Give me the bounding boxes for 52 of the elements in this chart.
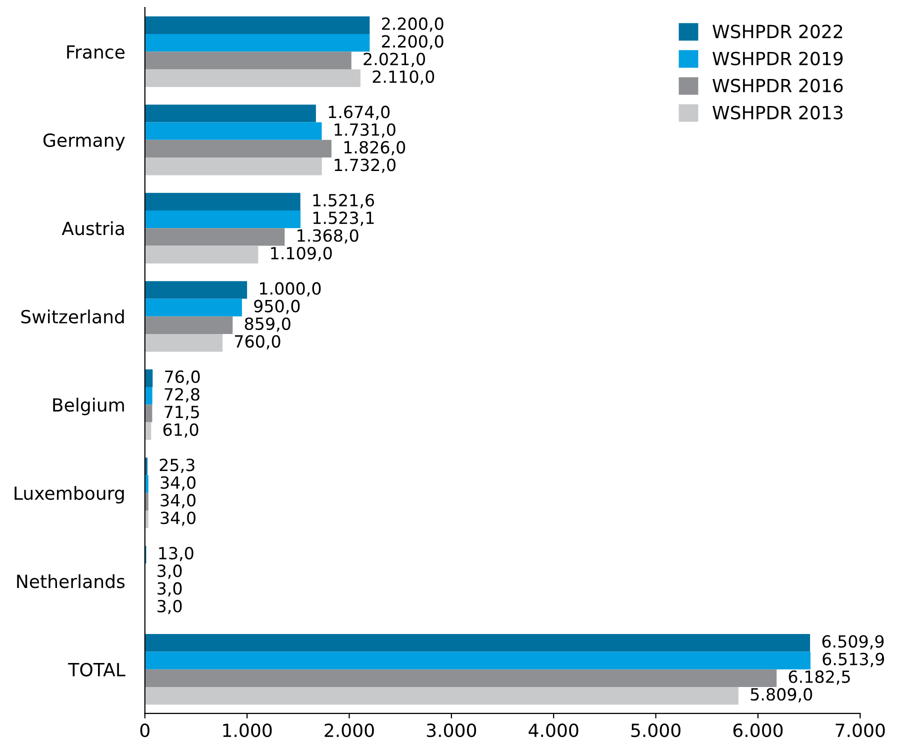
x-tick-label: 0 [140, 724, 150, 738]
data-label: 72,8 [164, 388, 200, 402]
y-tick-label: TOTAL [68, 662, 126, 676]
y-tick-label: Belgium [53, 398, 124, 416]
x-tick-label: 2.000 [324, 724, 374, 738]
y-tick-label: Switzerland [21, 310, 124, 324]
legend-label: WSHPDR 2016 [712, 78, 843, 92]
data-label: 2.021,0 [364, 52, 426, 68]
data-label: 1.732,0 [334, 158, 396, 173]
data-label: 950,0 [254, 300, 300, 314]
data-label: 2.200,0 [382, 17, 444, 32]
x-tick-label: 3.000 [426, 724, 476, 738]
data-label: 760,0 [235, 335, 280, 350]
x-tick-label: 7.000 [836, 724, 885, 738]
data-label: 3,0 [158, 564, 182, 579]
data-label: 2.110,0 [372, 70, 434, 85]
data-label: 1.521,6 [313, 194, 374, 208]
y-tick-label: Luxembourg [14, 486, 124, 504]
data-label: 5.809,0 [750, 688, 812, 702]
data-label: 1.109,0 [271, 246, 332, 262]
data-label: 6.509,9 [822, 635, 884, 650]
x-tick-label: 4.000 [528, 724, 578, 738]
data-label: 34,0 [160, 512, 196, 526]
y-tick-label: France [67, 45, 124, 59]
data-label: 34,0 [160, 476, 196, 491]
y-tick-label: Netherlands [17, 574, 125, 588]
data-label: 1.674,0 [328, 106, 390, 120]
data-label: 76,0 [165, 370, 200, 385]
data-label: 3,0 [158, 600, 182, 614]
data-label: 34,0 [160, 494, 196, 508]
data-label: 1.523,1 [313, 212, 374, 226]
data-label: 2.200,0 [382, 35, 444, 50]
data-label: 1.368,0 [298, 229, 358, 244]
legend-label: WSHPDR 2013 [712, 106, 842, 120]
data-label: 1.731,0 [334, 123, 396, 138]
data-label: 1.000,0 [260, 282, 321, 296]
data-label: 25,3 [160, 458, 194, 473]
data-label: 71,5 [164, 406, 199, 420]
y-tick-label: Germany [43, 133, 125, 151]
data-label: 1.826,0 [344, 140, 406, 156]
y-tick-label: Austria [62, 221, 124, 236]
data-label: 6.182,5 [788, 670, 850, 685]
data-label: 3,0 [158, 582, 182, 596]
data-label: 859,0 [244, 317, 290, 332]
data-label: 6.513,9 [822, 652, 884, 668]
x-tick-label: 5.000 [631, 724, 680, 738]
data-label: 61,0 [163, 423, 198, 438]
x-tick-label: 1.000 [223, 724, 272, 738]
data-label: 13,0 [159, 546, 194, 562]
x-tick-label: 6.000 [733, 724, 783, 738]
legend-label: WSHPDR 2019 [712, 52, 843, 66]
legend-label: WSHPDR 2022 [712, 24, 842, 38]
